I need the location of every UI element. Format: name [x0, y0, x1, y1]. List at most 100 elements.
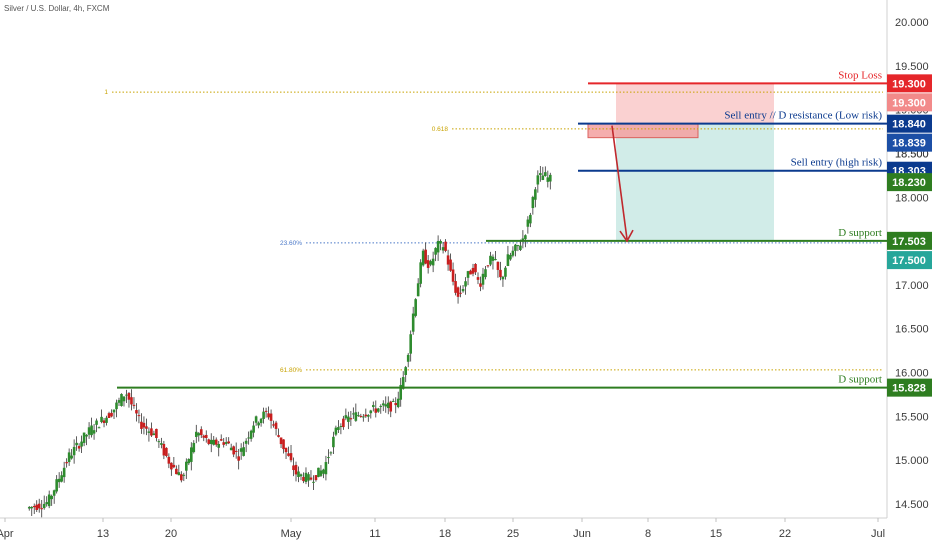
- candle-body: [501, 276, 505, 280]
- candle-body: [130, 397, 133, 405]
- candle-body: [436, 240, 440, 253]
- candle-body: [279, 437, 283, 445]
- x-tick-label: 25: [507, 528, 519, 540]
- candle-body: [459, 292, 462, 294]
- candle-body: [267, 413, 270, 418]
- candle-body: [185, 461, 188, 471]
- candle-body: [526, 219, 530, 227]
- candle-body: [509, 255, 512, 260]
- candle-body: [182, 474, 186, 476]
- candle-body: [324, 462, 328, 475]
- x-tick-label: 15: [710, 528, 722, 540]
- x-tick-label: May: [281, 528, 302, 540]
- candle-body: [75, 442, 78, 446]
- candle-body: [516, 245, 520, 247]
- candle-body: [379, 405, 383, 407]
- candle-body: [549, 174, 552, 182]
- candle-body: [217, 443, 221, 448]
- candle-body: [67, 452, 71, 463]
- candle-body: [292, 465, 295, 471]
- candle-body: [441, 247, 445, 251]
- candle-body: [150, 428, 153, 436]
- candle-body: [189, 447, 193, 462]
- candle-body: [299, 474, 303, 477]
- risk-zone: [616, 83, 774, 124]
- candle-body: [406, 354, 410, 362]
- candle-body: [322, 469, 325, 474]
- candle-body: [451, 269, 455, 282]
- sell-entry-low-risk-label: Sell entry // D resistance (Low risk): [724, 110, 882, 122]
- x-tick-label: Apr: [0, 528, 14, 540]
- x-tick-label: 11: [369, 528, 380, 540]
- candle-body: [362, 416, 365, 418]
- candle-body: [386, 402, 390, 409]
- candle-body: [476, 277, 480, 280]
- candle-body: [489, 255, 492, 265]
- candle-body: [180, 474, 183, 481]
- candle-body: [334, 427, 338, 435]
- candle-body: [461, 288, 465, 292]
- candle-body: [135, 410, 138, 414]
- candle-body: [421, 250, 425, 266]
- candle-body: [222, 442, 226, 445]
- candle-body: [105, 417, 108, 423]
- candle-body: [90, 425, 93, 436]
- candle-body: [354, 412, 358, 421]
- tag-18230-text: 18.230: [892, 177, 926, 189]
- candle-body: [120, 393, 123, 406]
- candle-body: [229, 447, 233, 451]
- candle-body: [367, 414, 370, 417]
- candle-body: [152, 433, 156, 436]
- candle-body: [209, 439, 213, 445]
- candle-body: [145, 426, 148, 429]
- y-tick-label: 16.500: [895, 324, 929, 336]
- candle-body: [414, 299, 417, 316]
- candle-body: [127, 393, 131, 400]
- candle-body: [269, 413, 273, 421]
- projection-arrow-line: [611, 125, 628, 240]
- candle-body: [444, 241, 447, 251]
- candle-body: [456, 287, 460, 297]
- x-tick-label: 13: [97, 528, 109, 540]
- candle-body: [429, 261, 432, 265]
- y-tick-label: 14.500: [895, 499, 929, 511]
- candle-body: [524, 235, 527, 240]
- d-support-upper-price-tag-text: 17.503: [892, 236, 926, 248]
- candle-body: [499, 269, 502, 278]
- candle-body: [384, 404, 388, 407]
- candle-body: [72, 446, 76, 456]
- candle-body: [494, 259, 497, 261]
- candle-body: [344, 415, 348, 419]
- candle-body: [302, 476, 305, 482]
- candle-body: [45, 502, 48, 505]
- tag-18839-text: 18.839: [892, 138, 926, 150]
- candle-body: [369, 410, 373, 414]
- candle-body: [404, 367, 408, 375]
- candle-body: [539, 173, 542, 176]
- d-support-upper-label: D support: [838, 227, 882, 239]
- candle-body: [486, 265, 490, 267]
- entry-zone-box: [587, 123, 699, 139]
- candle-body: [204, 434, 208, 439]
- candle-body: [409, 334, 412, 354]
- candle-body: [352, 413, 355, 415]
- candle-body: [416, 283, 420, 297]
- stop-loss-price-tag: [887, 74, 932, 93]
- y-tick-label: 17.000: [895, 280, 929, 292]
- candle-body: [309, 477, 313, 480]
- candle-body: [95, 420, 98, 425]
- candle-body: [242, 447, 245, 456]
- sell-entry-low-risk-price-tag-text: 18.840: [892, 119, 926, 131]
- candle-body: [40, 508, 44, 510]
- d-support-upper-price-tag: [887, 231, 932, 250]
- candle-body: [224, 442, 228, 444]
- candle-body: [521, 238, 525, 241]
- candle-body: [419, 262, 422, 284]
- candle-body: [259, 418, 263, 424]
- fib-6180-label: 61.80%: [280, 367, 302, 374]
- candle-body: [396, 398, 400, 408]
- y-tick-label: 19.500: [895, 61, 929, 73]
- candle-body: [115, 402, 118, 410]
- y-tick-label: 16.000: [895, 368, 929, 380]
